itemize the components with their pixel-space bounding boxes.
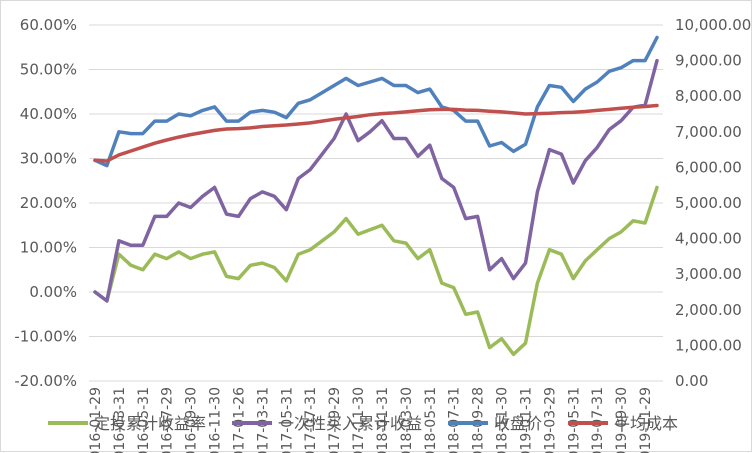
legend-label: 定投累计收益率: [94, 414, 206, 433]
y-left-tick-label: 50.00%: [20, 61, 77, 79]
x-tick-label: 2016-09-30: [184, 387, 200, 453]
x-tick-label: 2017-01-26: [231, 387, 247, 453]
y-left-tick-label: 0.00%: [29, 283, 77, 301]
y-left-tick-label: 40.00%: [20, 105, 77, 123]
y-right-tick-label: 9,000.00: [675, 52, 742, 70]
x-tick-label: 2016-01-29: [88, 387, 104, 453]
legend-label: 平均成本: [614, 414, 678, 433]
y-right-tick-label: 2,000.00: [675, 301, 742, 319]
legend-label: 一次性买入累计收益: [278, 414, 422, 433]
x-tick-label: 2018-09-28: [471, 387, 487, 453]
series-line: [93, 185, 659, 357]
y-right-tick-label: 6,000.00: [675, 158, 742, 176]
x-tick-label: 2018-05-31: [423, 387, 439, 453]
x-tick-label: 2017-07-31: [303, 387, 319, 453]
x-tick-label: 2019-09-30: [614, 387, 630, 453]
y-axis-right: 0.00 1,000.00 2,000.00 3,000.00 4,000.00 5,00…: [675, 16, 751, 390]
x-tick-label: 2016-05-31: [136, 387, 152, 453]
y-left-tick-label: 30.00%: [20, 150, 77, 168]
x-tick-label: 2019-07-31: [590, 387, 606, 453]
x-tick-label: 2019-01-31: [518, 387, 534, 453]
y-right-tick-label: 4,000.00: [675, 230, 742, 248]
x-tick-label: 2016-11-30: [208, 387, 224, 453]
x-tick-label: 2017-03-31: [255, 387, 271, 453]
series-line: [93, 58, 659, 303]
x-tick-label: 2017-09-29: [327, 387, 343, 453]
series-lines: [93, 35, 659, 357]
legend: 定投累计收益率 一次性买入累计收益 收盘价 平均成本: [48, 414, 678, 433]
x-tick-label: 2016-07-29: [160, 387, 176, 453]
y-right-tick-label: 1,000.00: [675, 336, 742, 354]
y-right-tick-label: 5,000.00: [675, 194, 742, 212]
y-left-tick-label: -20.00%: [14, 372, 77, 390]
y-right-tick-label: 10,000.00: [675, 16, 751, 34]
x-tick-label: 2017-11-30: [351, 387, 367, 453]
y-left-tick-label: 20.00%: [20, 194, 77, 212]
x-tick-label: 2018-07-31: [447, 387, 463, 453]
x-tick-label: 2019-03-29: [542, 387, 558, 453]
y-right-tick-label: 7,000.00: [675, 123, 742, 141]
y-left-tick-label: 60.00%: [20, 16, 77, 34]
x-tick-label: 2019-11-29: [638, 387, 654, 453]
y-right-tick-label: 8,000.00: [675, 87, 742, 105]
y-right-tick-label: 0.00: [675, 372, 708, 390]
y-left-tick-label: -10.00%: [14, 328, 77, 346]
legend-label: 收盘价: [494, 414, 542, 433]
x-tick-label: 2019-05-31: [566, 387, 582, 453]
x-tick-label: 2018-03-30: [399, 387, 415, 453]
x-tick-label: 2018-01-31: [375, 387, 391, 453]
x-axis: 2016-01-29 2016-03-31 2016-05-31 2016-07-29…: [88, 387, 654, 453]
x-tick-label: 2018-11-30: [495, 387, 511, 453]
y-right-tick-label: 3,000.00: [675, 265, 742, 283]
y-left-tick-label: 10.00%: [20, 239, 77, 257]
y-axis-left: -20.00% -10.00% 0.00% 10.00% 20.00% 30.00% 40.…: [14, 16, 77, 390]
series-line: [93, 35, 659, 168]
x-tick-label: 2016-03-31: [112, 387, 128, 453]
x-tick-label: 2017-05-31: [279, 387, 295, 453]
series-line: [93, 103, 659, 163]
